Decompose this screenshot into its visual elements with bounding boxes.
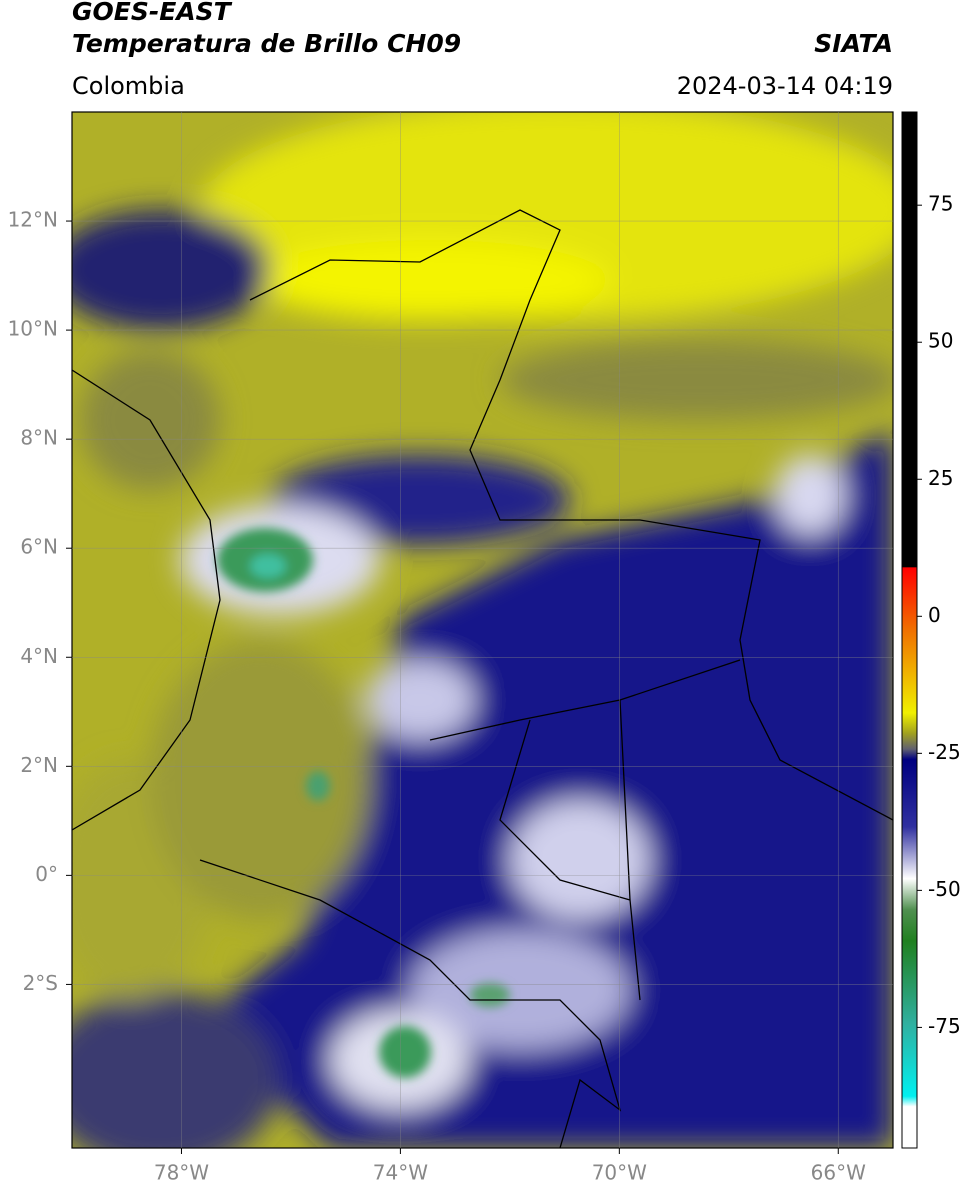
subtitle: Temperatura de Brillo CH09 [72, 29, 461, 58]
y-tick-label: 6°N [20, 535, 58, 559]
timestamp: 2024-03-14 04:19 [677, 72, 893, 100]
colorbar-tick-label: 25 [928, 466, 953, 490]
y-tick-label: 10°N [8, 317, 58, 341]
x-tick-label: 66°W [811, 1161, 866, 1185]
y-tick-label: 2°N [20, 753, 58, 777]
x-tick-label: 74°W [373, 1161, 428, 1185]
borders [72, 209, 893, 1148]
colorbar [901, 111, 918, 1149]
colorbar-tick-label: 50 [928, 329, 953, 353]
y-tick-label: 0° [35, 862, 58, 886]
satellite-image [72, 112, 893, 1148]
y-tick-label: 12°N [8, 208, 58, 232]
x-tick-label: 70°W [592, 1161, 647, 1185]
colorbar-tick-label: 0 [928, 603, 941, 627]
source: SIATA [814, 29, 893, 58]
map-frame [71, 111, 894, 1149]
colorbar-tick-label: -75 [928, 1014, 961, 1038]
y-tick-label: 2°S [23, 971, 58, 995]
y-tick-label: 8°N [20, 426, 58, 450]
colorbar-tick-label: 75 [928, 192, 953, 216]
title: GOES-EAST [72, 0, 233, 26]
y-tick-label: 4°N [20, 644, 58, 668]
region: Colombia [72, 72, 185, 100]
colorbar-tick-label: -50 [928, 877, 961, 901]
colorbar-tick-label: -25 [928, 740, 961, 764]
x-tick-label: 78°W [154, 1161, 209, 1185]
